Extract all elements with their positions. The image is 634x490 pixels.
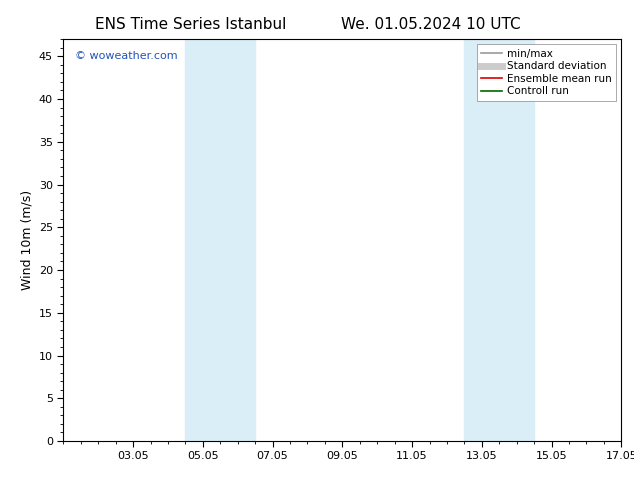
Bar	[185, 39, 255, 441]
Text: We. 01.05.2024 10 UTC: We. 01.05.2024 10 UTC	[341, 17, 521, 32]
Text: © woweather.com: © woweather.com	[75, 51, 177, 61]
Bar	[464, 39, 534, 441]
Legend: min/max, Standard deviation, Ensemble mean run, Controll run: min/max, Standard deviation, Ensemble me…	[477, 45, 616, 100]
Text: ENS Time Series Istanbul: ENS Time Series Istanbul	[94, 17, 286, 32]
Y-axis label: Wind 10m (m/s): Wind 10m (m/s)	[20, 190, 34, 290]
